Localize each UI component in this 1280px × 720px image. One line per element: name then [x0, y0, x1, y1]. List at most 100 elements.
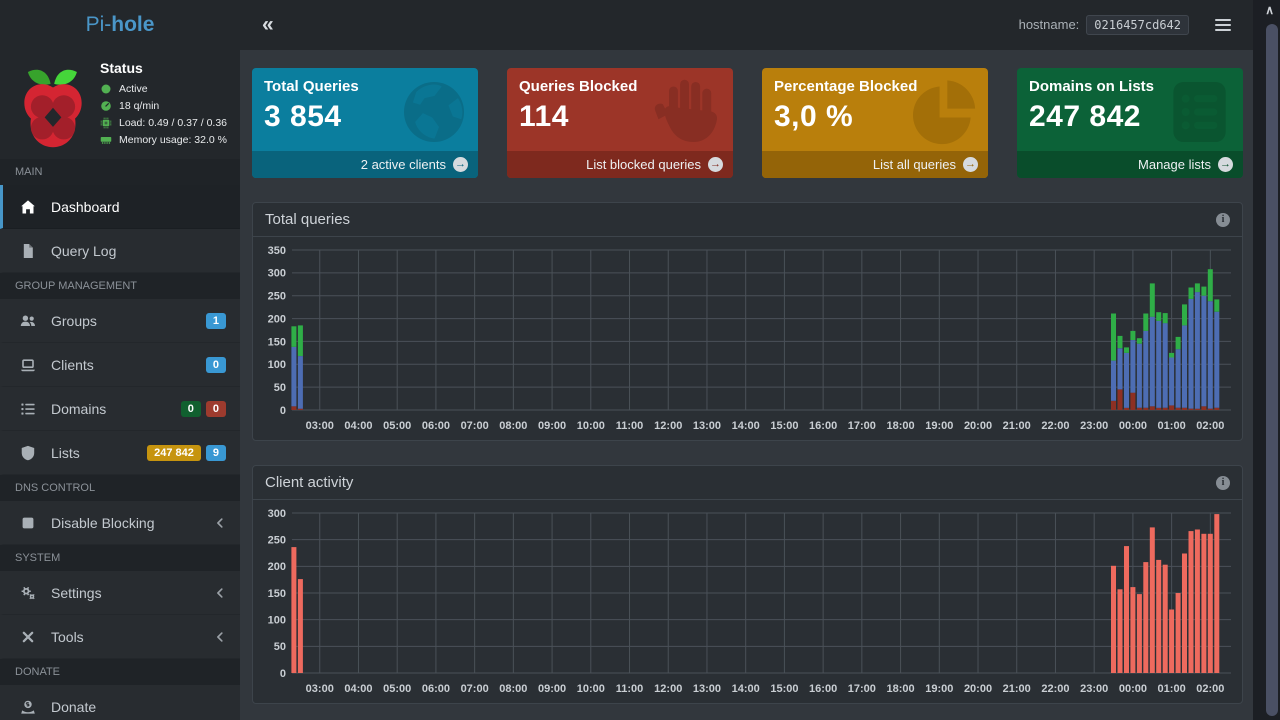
svg-text:20:00: 20:00: [964, 420, 992, 432]
sidebar-item-label: Tools: [51, 628, 84, 645]
sidebar-item-tools[interactable]: Tools: [0, 615, 240, 659]
svg-text:23:00: 23:00: [1080, 683, 1108, 695]
users-icon: [18, 313, 38, 329]
svg-text:21:00: 21:00: [1003, 420, 1031, 432]
svg-text:22:00: 22:00: [1041, 683, 1069, 695]
svg-text:21:00: 21:00: [1003, 683, 1031, 695]
globe-icon: [394, 72, 474, 152]
panel-title: Total queries: [265, 211, 351, 228]
scrollbar-thumb[interactable]: [1266, 24, 1278, 716]
card-percentage-blocked: Percentage Blocked 3,0 % List all queries →: [762, 68, 988, 178]
card-title: Total Queries: [264, 78, 359, 95]
svg-text:06:00: 06:00: [422, 683, 450, 695]
info-icon[interactable]: i: [1216, 475, 1230, 490]
sidebar-item-label: Groups: [51, 312, 97, 329]
sidebar-item-label: Dashboard: [51, 198, 120, 215]
svg-text:50: 50: [274, 641, 286, 653]
svg-text:22:00: 22:00: [1041, 420, 1069, 432]
file-icon: [18, 243, 38, 259]
svg-text:02:00: 02:00: [1196, 420, 1224, 432]
svg-text:08:00: 08:00: [499, 420, 527, 432]
card-footer-link-2-active-clients[interactable]: 2 active clients →: [252, 151, 478, 178]
sidebar-item-label: Settings: [51, 584, 102, 601]
svg-text:08:00: 08:00: [499, 683, 527, 695]
scroll-up-arrow-icon[interactable]: ∧: [1265, 3, 1274, 17]
circle-icon: [100, 83, 112, 95]
chip-icon: [100, 117, 112, 129]
sidebar-collapse-button[interactable]: «: [262, 13, 274, 36]
svg-text:05:00: 05:00: [383, 683, 411, 695]
badge: 247 842: [147, 444, 201, 461]
donate-icon: [18, 699, 38, 715]
hand-icon: [649, 72, 729, 152]
svg-text:03:00: 03:00: [306, 683, 334, 695]
svg-text:300: 300: [268, 268, 286, 280]
svg-text:300: 300: [268, 508, 286, 520]
status-rows: Active 18 q/min Load: 0.49 / 0.37 / 0.36 Me…: [100, 83, 227, 146]
svg-text:0: 0: [280, 405, 286, 417]
sidebar-item-clients[interactable]: Clients 0: [0, 343, 240, 387]
menu-toggle-button[interactable]: [1205, 11, 1241, 39]
sidebar-section-system: SYSTEM: [0, 545, 240, 571]
sidebar-item-groups[interactable]: Groups 1: [0, 299, 240, 343]
badge: 0: [205, 400, 226, 417]
card-domains-on-lists: Domains on Lists 247 842 Manage lists →: [1017, 68, 1243, 178]
info-icon[interactable]: i: [1216, 212, 1230, 227]
svg-text:250: 250: [268, 535, 286, 547]
sidebar-item-label: Clients: [51, 356, 94, 373]
svg-text:14:00: 14:00: [732, 420, 760, 432]
svg-text:13:00: 13:00: [693, 683, 721, 695]
card-value: 3,0 %: [774, 100, 854, 133]
sidebar-item-donate[interactable]: Donate: [0, 685, 240, 720]
svg-text:100: 100: [268, 615, 286, 627]
svg-text:06:00: 06:00: [422, 420, 450, 432]
svg-text:10:00: 10:00: [577, 683, 605, 695]
total-queries-chart: 0 50 100 150 200 250 300 350 03:00 04:00 05:00 06:0…: [268, 245, 1231, 432]
svg-text:17:00: 17:00: [848, 420, 876, 432]
sidebar-item-label: Disable Blocking: [51, 514, 155, 531]
shield-icon: [18, 445, 38, 461]
svg-text:0: 0: [280, 668, 286, 680]
sidebar-item-disable-blocking[interactable]: Disable Blocking: [0, 501, 240, 545]
status-section: Status Active 18 q/min Load: 0.49 / 0.37 /…: [0, 50, 240, 159]
chevron-left-icon: [214, 517, 226, 529]
svg-text:11:00: 11:00: [616, 683, 644, 695]
card-footer-link-list-blocked-queries[interactable]: List blocked queries →: [507, 151, 733, 178]
status-title: Status: [100, 60, 143, 76]
sidebar-item-lists[interactable]: Lists 247 842 9: [0, 431, 240, 475]
sidebar-item-query-log[interactable]: Query Log: [0, 229, 240, 273]
svg-text:03:00: 03:00: [306, 420, 334, 432]
svg-text:11:00: 11:00: [616, 420, 644, 432]
memory-icon: [100, 134, 112, 146]
gears-icon: [18, 585, 38, 601]
svg-text:19:00: 19:00: [925, 420, 953, 432]
sidebar-menu: MAIN Dashboard Query Log GROUP MANAGEMENT Gr…: [0, 159, 240, 720]
status-row-load-0-49-0-37-0-36: Load: 0.49 / 0.37 / 0.36: [100, 117, 227, 129]
panel-title: Client activity: [265, 474, 354, 491]
badge: 0: [180, 400, 201, 417]
sidebar-item-domains[interactable]: Domains 0 0: [0, 387, 240, 431]
sidebar-item-dashboard[interactable]: Dashboard: [0, 185, 240, 229]
card-footer-link-list-all-queries[interactable]: List all queries →: [762, 151, 988, 178]
brand-pre: Pi-: [85, 13, 112, 36]
badge: 1: [205, 312, 226, 329]
list-icon: [18, 401, 38, 417]
badge: 0: [205, 356, 226, 373]
clipboard-icon: [1159, 72, 1239, 152]
card-footer-link-manage-lists[interactable]: Manage lists →: [1017, 151, 1243, 178]
sidebar-section-main: MAIN: [0, 159, 240, 185]
svg-text:250: 250: [268, 291, 286, 303]
gauge-icon: [100, 100, 112, 112]
svg-text:01:00: 01:00: [1158, 420, 1186, 432]
svg-text:13:00: 13:00: [693, 420, 721, 432]
card-total-queries: Total Queries 3 854 2 active clients →: [252, 68, 478, 178]
card-value: 3 854: [264, 100, 342, 133]
brand-bold: hole: [111, 13, 155, 36]
laptop-icon: [18, 357, 38, 373]
svg-text:16:00: 16:00: [809, 683, 837, 695]
card-value: 247 842: [1029, 100, 1141, 133]
sidebar-item-settings[interactable]: Settings: [0, 571, 240, 615]
brand-logo-link[interactable]: Pi-hole: [0, 0, 240, 50]
svg-text:00:00: 00:00: [1119, 683, 1147, 695]
svg-text:12:00: 12:00: [654, 420, 682, 432]
